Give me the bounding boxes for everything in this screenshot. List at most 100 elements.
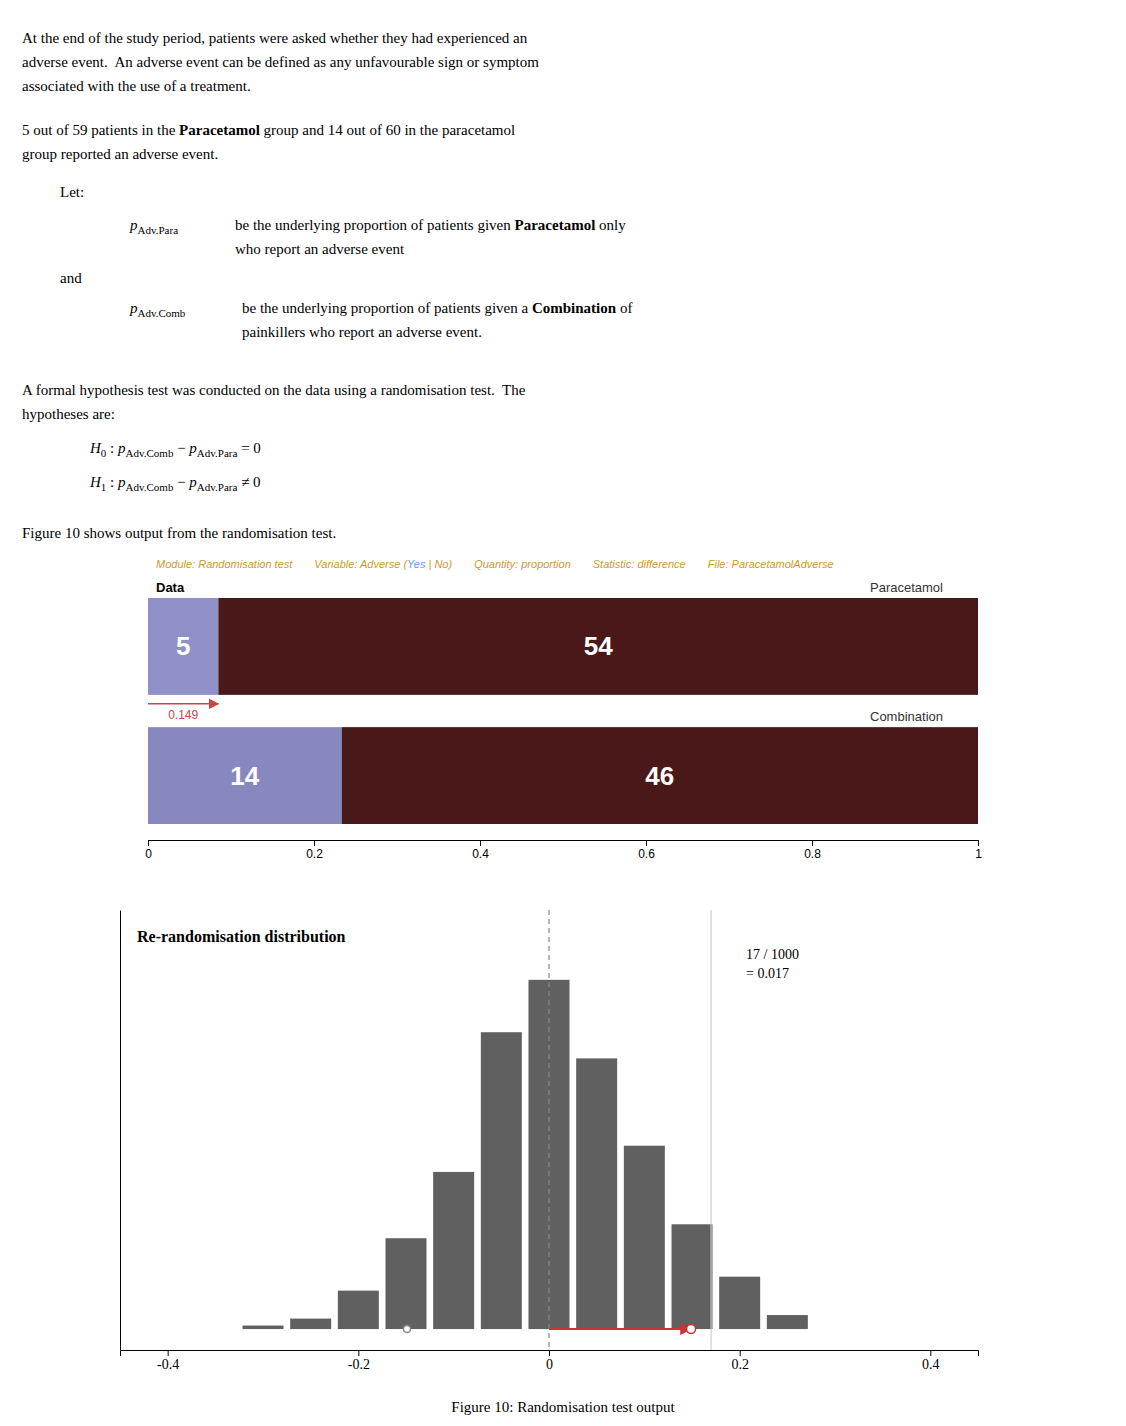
bar [672, 1224, 713, 1329]
x-tick: 0.2 [306, 840, 323, 861]
y-axis [120, 911, 121, 1351]
y-axis-line [120, 911, 121, 1351]
body-text: 5 out of 59 patients in the Paracetamol … [22, 122, 515, 138]
tick-mark [168, 1350, 169, 1356]
tick-label: 0.6 [638, 847, 655, 861]
tick-mark [148, 840, 149, 846]
body-text: Let: [60, 184, 84, 200]
chart-title: Re-randomisation distribution [137, 928, 346, 945]
body-text: be the underlying proportion of patients… [242, 300, 632, 316]
text-segment: Combination [532, 300, 617, 316]
stacked-bar-segment [148, 727, 342, 824]
subscript: Adv.Para [138, 224, 179, 236]
body-text: be the underlying proportion of patients… [235, 217, 626, 233]
x-tick: 0.8 [804, 840, 821, 861]
bar [719, 1277, 760, 1329]
text-segment: who report an adverse event [235, 241, 405, 257]
body-text: adverse event. An adverse event can be d… [22, 54, 539, 70]
text-segment: Let: [60, 184, 84, 200]
header-item: Module: Randomisation test [156, 558, 293, 570]
bar [243, 1326, 284, 1329]
tick-label: 0.4 [922, 1357, 940, 1372]
bar [767, 1315, 808, 1329]
stacked-bar-segment [148, 598, 218, 695]
body-text: H1 : pAdv.Comb − pAdv.Para ≠ 0 [89, 474, 261, 493]
bar [624, 1146, 665, 1329]
count-label: 46 [645, 761, 674, 791]
subscript: Adv.Comb [138, 307, 186, 319]
x-tick: 0.6 [638, 840, 655, 861]
tick-mark [549, 1350, 550, 1356]
tick-mark [740, 1350, 741, 1356]
header-item: Variable: Adverse ( [314, 558, 408, 570]
stacked-bar-segment [342, 727, 978, 824]
x-tick: 1 [975, 840, 982, 861]
text-segment: ≠ 0 [237, 474, 260, 490]
text-segment: Paracetamol [515, 217, 596, 233]
proportion-panel: 554Paracetamol1446CombinationModule: Ran… [145, 558, 982, 861]
bar [576, 1058, 617, 1329]
header-item: Quantity: proportion [474, 558, 571, 570]
tick-mark [978, 840, 979, 846]
body-text: At the end of the study period, patients… [22, 30, 528, 46]
body-text: hypotheses are: [22, 406, 115, 422]
x-axis-line [149, 841, 979, 847]
data-label: Data [156, 580, 185, 595]
tick-mark [930, 1350, 931, 1356]
plot-area [243, 910, 808, 1350]
body-text: who report an adverse event [235, 241, 405, 257]
text-segment: painkillers who report an adverse event. [242, 324, 482, 340]
body-text: associated with the use of a treatment. [22, 78, 251, 94]
body-text: A formal hypothesis test was conducted o… [22, 382, 526, 398]
tick-label: 0.8 [804, 847, 821, 861]
tick-mark [646, 840, 647, 846]
x-tick: 0 [145, 840, 152, 861]
header-item: Statistic: difference [593, 558, 686, 570]
x-tick: 0.2 [731, 1350, 749, 1372]
tick-label: 0.4 [472, 847, 489, 861]
tick-label: 0 [546, 1357, 553, 1372]
tick-mark [314, 840, 315, 846]
text-segment: group and 14 out of 60 in the paracetamo… [260, 122, 515, 138]
tick-mark [358, 1350, 359, 1356]
text-segment: be the underlying proportion of patients… [242, 300, 532, 316]
text-segment: At the end of the study period, patients… [22, 30, 528, 46]
text-segment: : [106, 474, 118, 490]
difference-arrow [148, 703, 218, 705]
observed-difference-arrow [549, 1328, 691, 1330]
p-value-line: = 0.017 [746, 966, 789, 981]
text-segment: 5 out of 59 patients in the [22, 122, 179, 138]
reference-line [548, 910, 549, 1350]
subscript: Adv.Comb [126, 447, 174, 459]
panel-header: Module: Randomisation test Variable: Adve… [156, 558, 834, 570]
arrow-label: 0.149 [168, 708, 198, 722]
x-axis: -0.4-0.200.20.4 [121, 1350, 979, 1372]
text-segment: = 0 [237, 440, 260, 456]
body-text: and [60, 270, 82, 286]
text-segment: associated with the use of a treatment. [22, 78, 251, 94]
subscript: Adv.Comb [126, 481, 174, 493]
header-item: | No) [425, 558, 452, 570]
body-text: Figure 10 shows output from the randomis… [22, 525, 336, 541]
x-tick: -0.4 [157, 1350, 179, 1372]
page: At the end of the study period, patients… [0, 0, 1126, 1426]
body-text: pAdv.Comb [129, 300, 186, 319]
category-label: Paracetamol [870, 580, 943, 595]
body-text: group reported an adverse event. [22, 146, 218, 162]
body-text: H0 : pAdv.Comb − pAdv.Para = 0 [89, 440, 261, 459]
subscript: Adv.Para [197, 447, 238, 459]
x-tick: 0.4 [472, 840, 489, 861]
p-value-line: 17 / 1000 [746, 947, 799, 962]
body-text: painkillers who report an adverse event. [242, 324, 482, 340]
figure-caption: Figure 10: Randomisation test output [451, 1399, 675, 1415]
count-label: 54 [584, 631, 613, 661]
tick-label: -0.4 [157, 1357, 179, 1372]
text-segment: − [173, 440, 189, 456]
text-segment: Paracetamol [179, 122, 260, 138]
x-tick: 0.4 [922, 1350, 940, 1372]
tick-label: 0 [145, 847, 152, 861]
bar [433, 1172, 474, 1329]
point-marker [687, 1325, 696, 1334]
header-item: Yes [407, 558, 426, 570]
text-segment: A formal hypothesis test was conducted o… [22, 382, 526, 398]
